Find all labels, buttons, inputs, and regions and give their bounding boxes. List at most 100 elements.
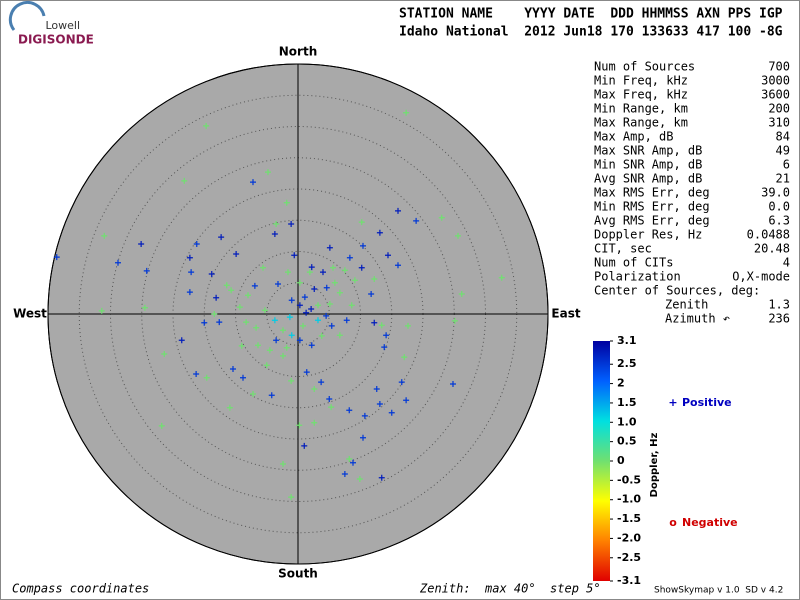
source-marker	[311, 386, 318, 392]
stat-label: Num of Sources	[594, 60, 695, 74]
stat-label: Max Freq, kHz	[594, 88, 688, 102]
source-marker	[288, 297, 295, 304]
source-marker	[243, 319, 250, 326]
source-marker	[115, 259, 121, 266]
source-marker	[306, 269, 313, 276]
stat-value: 0.0488	[747, 228, 790, 242]
stat-value: 20.48	[754, 242, 790, 256]
source-marker	[330, 264, 336, 271]
source-marker	[288, 494, 295, 501]
source-marker	[343, 317, 350, 324]
source-marker	[311, 286, 318, 292]
source-marker	[296, 302, 303, 309]
source-marker	[208, 271, 215, 277]
source-marker	[413, 217, 420, 224]
source-marker	[280, 327, 286, 334]
stat-label: Min RMS Err, deg	[594, 200, 710, 214]
source-marker	[261, 307, 268, 314]
header-line: Idaho National 2012 Jun18 170 133633 417…	[399, 25, 783, 40]
stat-value: 3600	[761, 88, 790, 102]
source-marker	[498, 274, 505, 281]
stat-label: Azimuth ↶	[665, 312, 730, 326]
source-marker	[245, 292, 251, 299]
source-marker	[238, 342, 245, 349]
colorbar-label: -3.1	[617, 574, 641, 587]
colorbar-label: -2.5	[617, 551, 641, 564]
source-marker	[458, 291, 465, 297]
source-marker	[403, 397, 410, 404]
source-marker	[376, 229, 383, 236]
source-marker	[320, 269, 326, 276]
source-marker	[346, 456, 353, 462]
source-marker	[300, 322, 306, 329]
stat-label: Zenith	[665, 298, 708, 312]
direction-label: South	[278, 567, 318, 581]
footer-version: ShowSkymap v 1.0 SD v 4.2	[654, 586, 783, 596]
source-marker	[161, 351, 168, 357]
colorbar-label: -1.5	[617, 512, 641, 525]
source-marker	[138, 241, 145, 247]
source-marker	[178, 337, 185, 344]
colorbar-title: Doppler, Hz	[649, 433, 660, 498]
source-marker	[141, 304, 148, 311]
stat-value: 1.3	[768, 298, 790, 312]
source-marker	[348, 302, 355, 309]
stat-label: Avg SNR Amp, dB	[594, 172, 702, 186]
colorbar-label: -1.0	[617, 493, 641, 506]
colorbar-label: 0.5	[617, 435, 637, 448]
source-marker	[250, 179, 256, 186]
source-marker	[158, 422, 165, 429]
header-line: STATION NAME YYYY DATE DDD HHMMSS AXN PP…	[399, 7, 783, 22]
stat-label: Min Freq, kHz	[594, 74, 688, 88]
stat-value: 6.3	[768, 214, 790, 228]
source-marker	[341, 471, 348, 477]
logo-top: Lowell	[45, 19, 80, 32]
source-marker	[223, 282, 230, 289]
source-marker	[326, 301, 333, 307]
source-marker	[186, 289, 193, 296]
source-marker	[303, 369, 310, 376]
source-marker	[288, 377, 295, 384]
source-marker	[318, 379, 325, 386]
source-marker	[378, 474, 385, 481]
source-marker	[240, 374, 246, 381]
source-marker	[188, 269, 195, 276]
legend-symbol: o	[669, 516, 677, 529]
stat-value: 310	[768, 116, 790, 130]
source-marker	[280, 461, 286, 467]
source-marker	[323, 284, 330, 291]
stat-value: 84	[776, 130, 790, 144]
source-marker	[395, 262, 401, 269]
colorbar-label: 0	[617, 454, 625, 467]
source-marker	[181, 177, 188, 184]
source-marker	[388, 409, 395, 416]
stat-value: 39.0	[761, 186, 790, 200]
source-marker	[296, 422, 303, 429]
source-marker	[311, 419, 318, 426]
source-marker	[218, 234, 225, 241]
source-marker	[201, 319, 208, 326]
source-marker	[308, 306, 315, 312]
source-marker	[275, 281, 281, 287]
colorbar	[593, 341, 610, 581]
source-marker	[193, 241, 200, 247]
stat-label: Doppler Res, Hz	[594, 228, 702, 242]
source-marker	[376, 401, 383, 407]
stat-value: 200	[768, 102, 790, 116]
source-marker	[283, 344, 290, 351]
source-marker	[186, 254, 193, 261]
source-marker	[405, 322, 411, 329]
source-marker	[273, 337, 280, 344]
source-marker	[361, 412, 368, 419]
source-marker	[360, 434, 366, 441]
source-marker	[403, 109, 410, 116]
stat-value: O,X-mode	[732, 270, 790, 284]
stat-value: 0.0	[768, 200, 790, 214]
source-marker	[236, 304, 243, 311]
stat-label: Max RMS Err, deg	[594, 186, 710, 200]
stat-label: Polarization	[594, 270, 681, 284]
direction-label: North	[279, 45, 317, 59]
source-marker	[266, 347, 273, 354]
source-marker	[260, 264, 266, 271]
